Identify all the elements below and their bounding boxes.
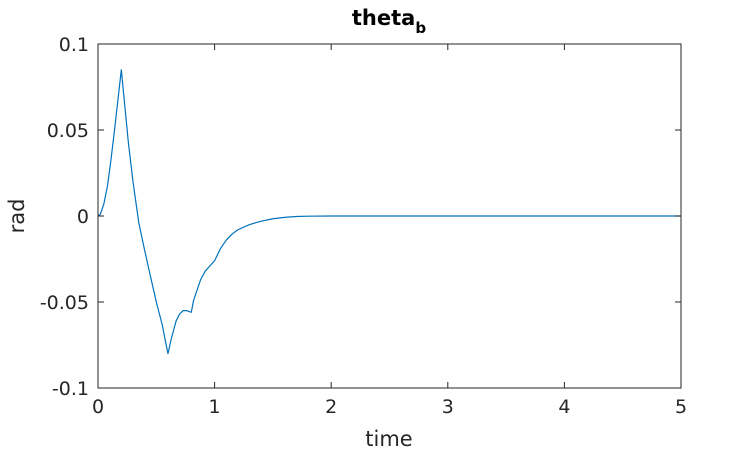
x-tick-label: 1	[209, 396, 221, 418]
y-axis-label: rad	[5, 199, 29, 234]
x-tick-label: 4	[558, 396, 570, 418]
y-tick-label: -0.1	[52, 378, 89, 400]
data-line	[97, 69, 681, 355]
chart-title: thetab	[352, 6, 426, 37]
y-tick-label: 0.05	[47, 120, 89, 142]
y-tick-label: -0.05	[40, 292, 89, 314]
chart-title-main: theta	[352, 6, 415, 30]
y-axis: -0.1 -0.05 0 0.05 0.1	[40, 34, 681, 400]
x-axis: 0 1 2 3 4 5	[92, 44, 687, 418]
y-tick-label: 0	[77, 206, 89, 228]
x-tick-label: 5	[675, 396, 687, 418]
chart-title-subscript: b	[415, 19, 426, 37]
x-axis-label: time	[365, 427, 412, 451]
x-tick-label: 2	[325, 396, 337, 418]
x-tick-label: 3	[442, 396, 454, 418]
x-tick-label: 0	[92, 396, 104, 418]
y-tick-label: 0.1	[59, 34, 89, 56]
